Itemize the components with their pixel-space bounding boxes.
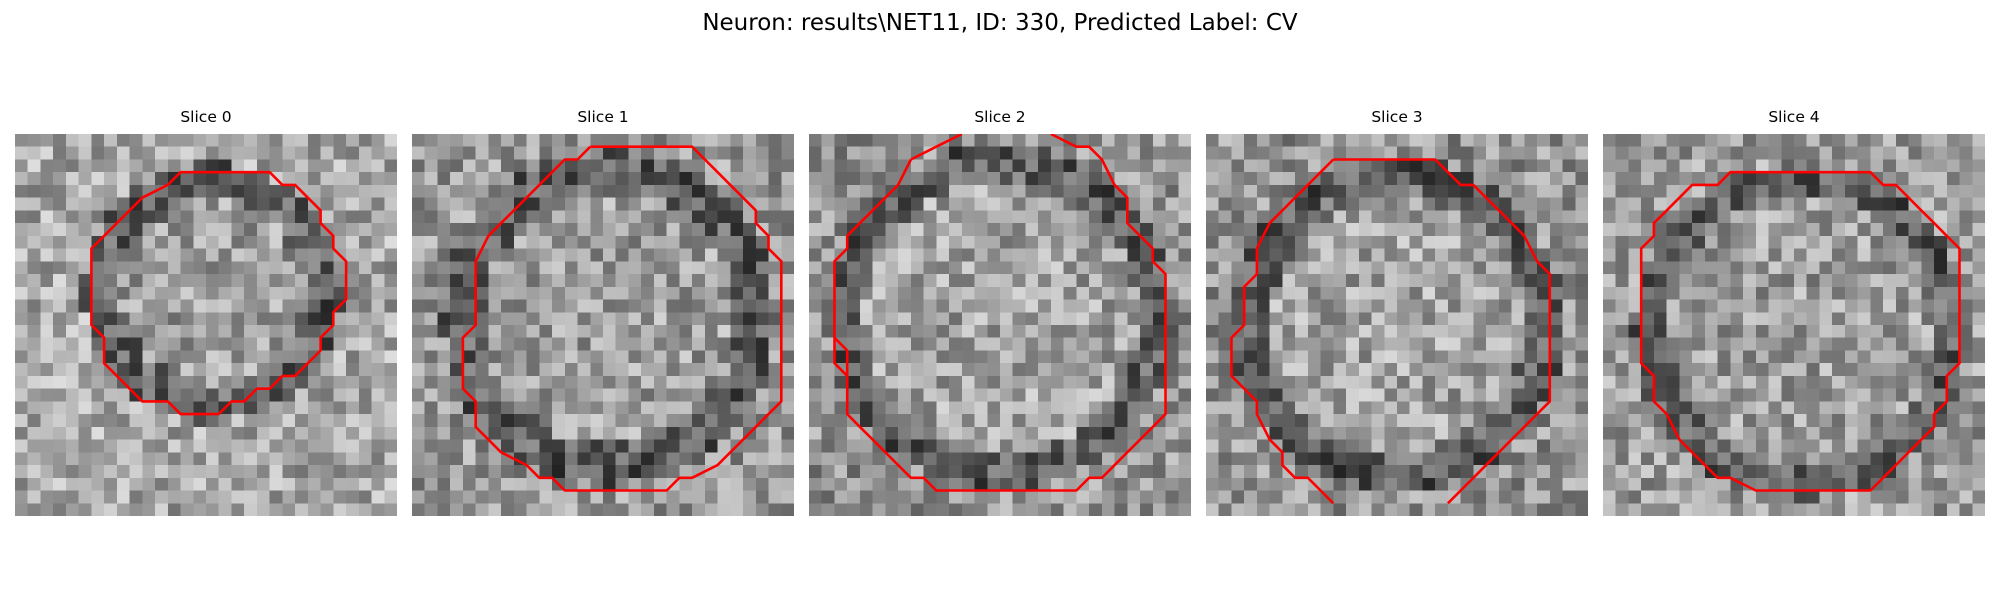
slice-title: Slice 3: [1371, 108, 1423, 126]
slice-image: [809, 134, 1191, 516]
slice-title: Slice 0: [180, 108, 232, 126]
segmentation-contour: [910, 134, 963, 161]
slice-image: [1206, 134, 1588, 516]
slice-panel-3: Slice 3: [1206, 106, 1588, 516]
segmentation-contour: [90, 170, 348, 416]
slice-image: [15, 134, 397, 516]
slice-image: [412, 134, 794, 516]
segmentation-contour: [833, 336, 849, 376]
slice-title: Slice 1: [577, 108, 629, 126]
pixel-grid: [809, 134, 1191, 516]
pixel-grid: [1603, 134, 1985, 516]
segmentation-contour: [1333, 158, 1552, 505]
slice-panel-4: Slice 4: [1603, 106, 1985, 516]
slice-panel-0: Slice 0: [15, 106, 397, 516]
slice-image: [1603, 134, 1985, 516]
slice-pixels: [1603, 134, 1985, 516]
pixel-grid: [15, 134, 397, 516]
slice-title: Slice 4: [1768, 108, 1820, 126]
pixel-grid: [412, 134, 794, 516]
segmentation-contour: [1639, 170, 1961, 492]
segmentation-contour: [833, 134, 1167, 492]
slice-pixels: [412, 134, 794, 516]
slice-panel-1: Slice 1: [412, 106, 794, 516]
pixel-grid: [1206, 134, 1588, 516]
slice-title: Slice 2: [974, 108, 1026, 126]
figure-title: Neuron: results\NET11, ID: 330, Predicte…: [702, 10, 1298, 36]
segmentation-contour: [1230, 158, 1335, 505]
slice-pixels: [15, 134, 397, 516]
slice-pixels: [809, 134, 1191, 516]
segmentation-contour: [461, 145, 783, 492]
slice-panel-2: Slice 2: [809, 106, 1191, 516]
slice-pixels: [1206, 134, 1588, 516]
